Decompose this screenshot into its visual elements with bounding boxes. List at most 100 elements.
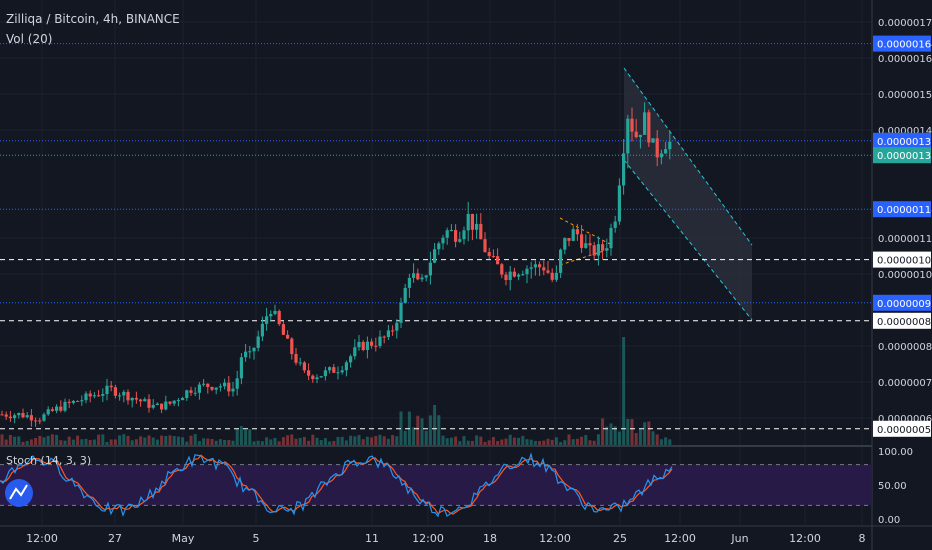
candle-body: [554, 272, 558, 280]
volume-bar: [391, 435, 395, 445]
volume-bar: [50, 434, 54, 445]
volume-bar: [344, 440, 348, 445]
candle-body: [596, 244, 600, 256]
candle-body: [504, 274, 508, 281]
volume-bar: [437, 415, 441, 445]
volume-bar: [164, 435, 168, 445]
time-tick-label: 12:00: [26, 532, 58, 545]
volume-bar: [664, 437, 668, 445]
volume-bar: [185, 441, 189, 445]
candle-body: [34, 420, 38, 422]
candle-body: [277, 310, 281, 325]
volume-bar: [88, 440, 92, 445]
price-label-badge[interactable]: [873, 35, 931, 52]
volume-bar: [176, 436, 180, 445]
candle-body: [256, 336, 260, 348]
candle-body: [466, 213, 470, 231]
time-tick-label: 25: [613, 532, 627, 545]
candle-body: [437, 243, 441, 250]
volume-bar: [76, 435, 80, 445]
candle-body: [273, 310, 277, 314]
symbol-title[interactable]: Zilliqa / Bitcoin, 4h, BINANCE: [6, 12, 180, 26]
price-label-badge[interactable]: [873, 251, 931, 268]
candle-body: [391, 330, 395, 332]
candle-body: [147, 399, 151, 408]
legend: Zilliqa / Bitcoin, 4h, BINANCE Vol (20): [6, 9, 180, 49]
volume-indicator-label[interactable]: Vol (20): [6, 32, 53, 46]
price-label-badge[interactable]: [873, 201, 931, 218]
price-label-badge[interactable]: [873, 294, 931, 311]
volume-bar: [651, 431, 655, 445]
candle-body: [168, 401, 172, 404]
volume-bar: [134, 439, 138, 445]
price-label-badge[interactable]: [873, 132, 931, 149]
candle-body: [416, 273, 420, 280]
volume-bar: [521, 435, 525, 445]
candle-body: [307, 370, 311, 376]
volume-bar: [580, 436, 584, 445]
candle-body: [462, 230, 466, 240]
time-tick-label: 12:00: [412, 532, 444, 545]
time-axis[interactable]: 12:00 27 May 5 11 12:00 18 12:00 25 12:00 Jun 12:00…: [26, 532, 865, 545]
pennant-lower-line[interactable]: [559, 248, 611, 266]
candle-body: [239, 357, 243, 379]
volume-bar: [634, 433, 638, 445]
volume-bar: [407, 411, 411, 445]
time-tick-label: 11: [365, 532, 379, 545]
volume-bar: [605, 426, 609, 445]
channel-upper-line[interactable]: [623, 67, 753, 246]
candle-body: [122, 391, 126, 396]
price-label-badge[interactable]: [873, 420, 931, 437]
volume-bar: [323, 438, 327, 445]
tradingview-logo[interactable]: [5, 479, 33, 507]
volume-bar: [647, 421, 651, 445]
volume-bar: [168, 435, 172, 445]
volume-bar: [101, 434, 105, 445]
volume-bar: [235, 429, 239, 445]
volume-bar: [294, 438, 298, 445]
volume-bar: [525, 439, 529, 445]
stoch-label[interactable]: Stoch (14, 3, 3): [6, 454, 91, 467]
volume-bar: [202, 438, 206, 445]
candle-body: [517, 274, 521, 277]
candle-body: [185, 390, 189, 399]
volume-bar: [67, 436, 71, 445]
price-label-badge[interactable]: [873, 147, 931, 164]
time-tick-label: 18: [483, 532, 497, 545]
volume-bar: [609, 423, 613, 445]
candle-body: [84, 393, 88, 401]
volume-bar: [596, 434, 600, 445]
candle-body: [248, 351, 252, 353]
candle-body: [63, 401, 67, 411]
candle-body: [370, 341, 374, 346]
volume-bar: [38, 435, 42, 445]
volume-bar: [617, 431, 621, 445]
volume-bar: [533, 441, 537, 445]
volume-bar: [458, 441, 462, 445]
candle-body: [113, 387, 117, 396]
time-tick-label: 12:00: [664, 532, 696, 545]
volume-bar: [420, 418, 424, 445]
volume-bar: [571, 439, 575, 445]
volume-bar: [63, 440, 67, 445]
volume-bar: [353, 436, 357, 445]
volume-bar: [550, 439, 554, 445]
price-label-badge[interactable]: [873, 312, 931, 329]
candle-body: [76, 400, 80, 402]
volume-bar: [298, 437, 302, 445]
volume-bar: [92, 439, 96, 445]
volume-bar: [71, 439, 75, 445]
channel-drawing[interactable]: [623, 67, 753, 321]
candle-body: [294, 354, 298, 363]
price-label-text: 0.00000137: [877, 137, 932, 148]
candle-body: [647, 112, 651, 143]
stochastic-pane: Stoch (14, 3, 3) 100.00 50.00 0.00: [0, 447, 913, 526]
volume-bar: [17, 436, 21, 445]
channel-lower-line[interactable]: [623, 159, 753, 321]
time-tick-label: 12:00: [539, 532, 571, 545]
volume-bar: [386, 438, 390, 445]
